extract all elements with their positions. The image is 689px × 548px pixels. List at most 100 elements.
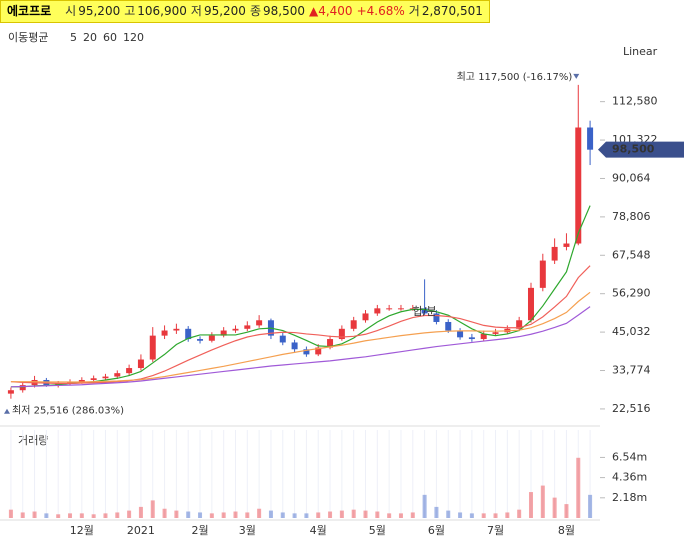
candle-body	[232, 328, 239, 331]
field-value: 2,870,501	[421, 4, 483, 18]
volume-bar	[127, 510, 132, 518]
candle-body	[256, 320, 263, 326]
candle-body	[315, 347, 322, 355]
candle-body	[327, 339, 334, 348]
volume-bar	[517, 509, 522, 518]
stock-name: 에코프로	[7, 4, 52, 18]
y-tick-label: 67,548	[612, 248, 651, 261]
x-tick-label: 5월	[369, 524, 386, 537]
volume-bar	[115, 512, 120, 518]
candle-body	[126, 368, 133, 374]
candle-body	[386, 308, 393, 310]
legend-entry: 5	[70, 31, 77, 44]
field-label: 시	[65, 4, 77, 18]
volume-bar	[56, 514, 61, 518]
candle-body	[374, 308, 381, 314]
candle-body	[197, 339, 204, 341]
volume-bar	[410, 512, 415, 518]
volume-bar	[434, 506, 439, 518]
y-tick-label: 33,774	[612, 364, 651, 377]
change: ▲4,400	[308, 4, 353, 18]
volume-bar	[422, 494, 427, 518]
volume-bar	[351, 509, 356, 518]
moving-average	[10, 205, 591, 388]
high-arrow	[573, 73, 580, 79]
y-tick-label: 78,806	[612, 210, 651, 223]
y-tick-label: 112,580	[612, 95, 658, 108]
volume-bar	[540, 485, 545, 518]
volume-bar	[316, 512, 321, 518]
candle-body	[492, 332, 499, 334]
candle-body	[587, 127, 594, 150]
candle-body	[397, 308, 404, 310]
candle-body	[516, 320, 523, 329]
candle-body	[78, 379, 85, 382]
candle-body	[291, 342, 298, 350]
price-tag	[598, 141, 684, 158]
moving-average	[10, 291, 591, 383]
candle-body	[7, 390, 14, 394]
volume-bar	[387, 513, 392, 518]
volume-bar	[505, 512, 510, 518]
volume-bar	[564, 504, 569, 518]
x-tick-label: 8월	[558, 524, 575, 537]
legend-entry: 120	[123, 31, 144, 44]
x-tick-label: 4월	[310, 524, 327, 537]
x-tick-label: 7월	[487, 524, 504, 537]
candle-body	[433, 313, 440, 322]
candle-body	[362, 313, 369, 321]
volume-title: 거래량	[18, 434, 48, 447]
candle-body	[303, 349, 310, 355]
x-tick-label: 2021	[127, 524, 155, 537]
x-tick-label: 2월	[191, 524, 208, 537]
candle-body	[220, 330, 227, 336]
volume-bar	[8, 509, 13, 518]
candle-body	[244, 325, 251, 329]
low-arrow	[4, 408, 10, 414]
volume-bar	[174, 510, 179, 518]
field-value: 98,500	[262, 4, 305, 18]
y2-tick-label: 6.54m	[612, 450, 647, 463]
candle-body	[445, 321, 452, 331]
volume-bar	[363, 510, 368, 518]
candle-body	[457, 330, 464, 338]
price-tag-label: 98,500	[612, 143, 655, 156]
x-tick-label: 3월	[239, 524, 256, 537]
volume-bar	[458, 512, 463, 518]
volume-bar	[576, 457, 581, 518]
candle-body	[338, 328, 345, 340]
candle-body	[480, 333, 487, 340]
volume-bar	[339, 510, 344, 518]
candle-body	[551, 246, 558, 261]
volume-bar	[32, 511, 37, 518]
volume-bar	[186, 511, 191, 518]
candle-body	[185, 328, 192, 340]
volume-bar	[150, 500, 155, 518]
volume-bar	[68, 513, 73, 518]
scale-label: Linear	[623, 45, 658, 58]
volume-bar	[398, 513, 403, 518]
field-label: 고	[124, 4, 136, 18]
volume-bar	[257, 508, 262, 518]
y-tick-label: 45,032	[612, 325, 651, 338]
legend-title: 이동평균	[8, 31, 48, 44]
candle-body	[161, 330, 168, 336]
y-tick-label: 90,064	[612, 171, 651, 184]
low-annotation: 최저 25,516 (286.03%)	[12, 405, 124, 417]
change-pct: +4.68%	[356, 4, 405, 18]
candle-body	[468, 337, 475, 340]
candle-body	[575, 127, 582, 244]
volume-bar	[233, 511, 238, 518]
legend-entry: 20	[83, 31, 97, 44]
field-label: 종	[249, 4, 261, 18]
volume-bar	[103, 513, 108, 518]
quote-header: 에코프로 시 95,200 고 106,900 저 95,200 종 98,500 ▲4,400 +…	[0, 0, 490, 23]
candle-body	[527, 287, 534, 321]
moving-average	[10, 265, 591, 384]
volume-bar	[162, 508, 167, 518]
volume-bar	[481, 513, 486, 518]
candle-body	[114, 373, 121, 377]
candle-body	[19, 385, 26, 391]
volume-bar	[280, 512, 285, 518]
